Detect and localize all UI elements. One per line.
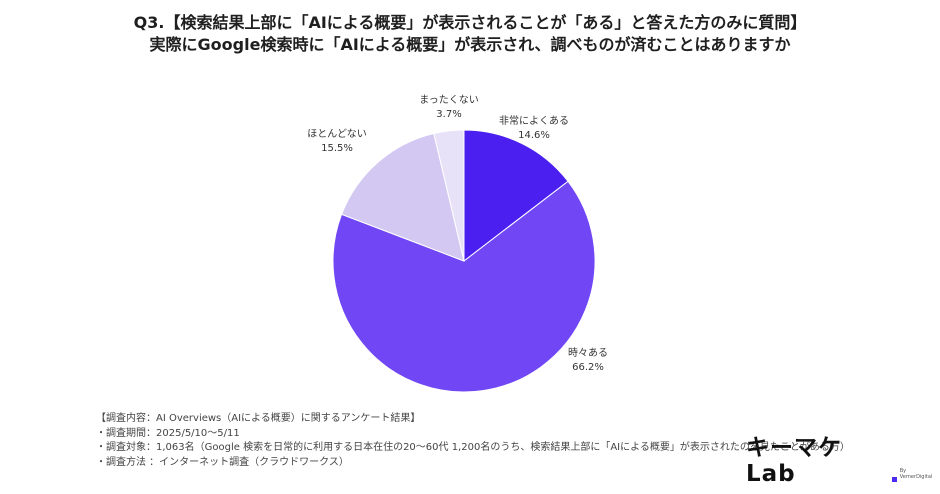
- brand-logo-text: キーマケLab: [746, 435, 842, 487]
- chart-title-line-1: Q3.【検索結果上部に「AIによる概要」が表示されることが「ある」と答えた方のみ…: [133, 13, 807, 32]
- slice-label-sometimes: 時々ある: [568, 347, 608, 359]
- pie-slice-very-often: [463, 129, 569, 263]
- slice-label-rarely: ほとんどない: [307, 128, 367, 140]
- slice-label-never: まったくない: [419, 94, 479, 106]
- slice-label-very-often: 非常によくある: [499, 114, 569, 127]
- pie-slice-sometimes: [332, 180, 596, 393]
- slice-value-never: 3.7%: [436, 109, 461, 120]
- brand-logo-sub: By VernerDigital: [899, 468, 933, 480]
- survey-note-content: 【調査内容：AI Overviews（AIによる概要）に関するアンケート結果】: [96, 413, 421, 424]
- chart-title-line-2: 実際にGoogle検索時に「AIによる概要」が表示され、調べものが済むことはあり…: [149, 35, 791, 54]
- brand-logo-dot: [891, 477, 897, 482]
- slice-value-rarely: 15.5%: [321, 143, 353, 154]
- survey-note-period: ・調査期間：2025/5/10〜5/11: [96, 427, 240, 439]
- chart-title: Q3.【検索結果上部に「AIによる概要」が表示されることが「ある」と答えた方のみ…: [0, 12, 940, 56]
- pie-slice-never: [433, 129, 465, 262]
- survey-note-method: ・調査方法 ：インターネット調査（クラウドワークス）: [96, 456, 349, 468]
- slice-value-very-often: 14.6%: [518, 130, 550, 141]
- survey-notes: 【調査内容：AI Overviews（AIによる概要）に関するアンケート結果】 …: [96, 412, 850, 470]
- brand-logo: キーマケLab By VernerDigital: [746, 435, 940, 487]
- survey-note-target: ・調査対象：1,063名（Google 検索を日常的に利用する日本在住の20〜6…: [96, 442, 850, 453]
- slice-value-sometimes: 66.2%: [572, 362, 604, 373]
- pie-slice-rarely: [340, 132, 465, 262]
